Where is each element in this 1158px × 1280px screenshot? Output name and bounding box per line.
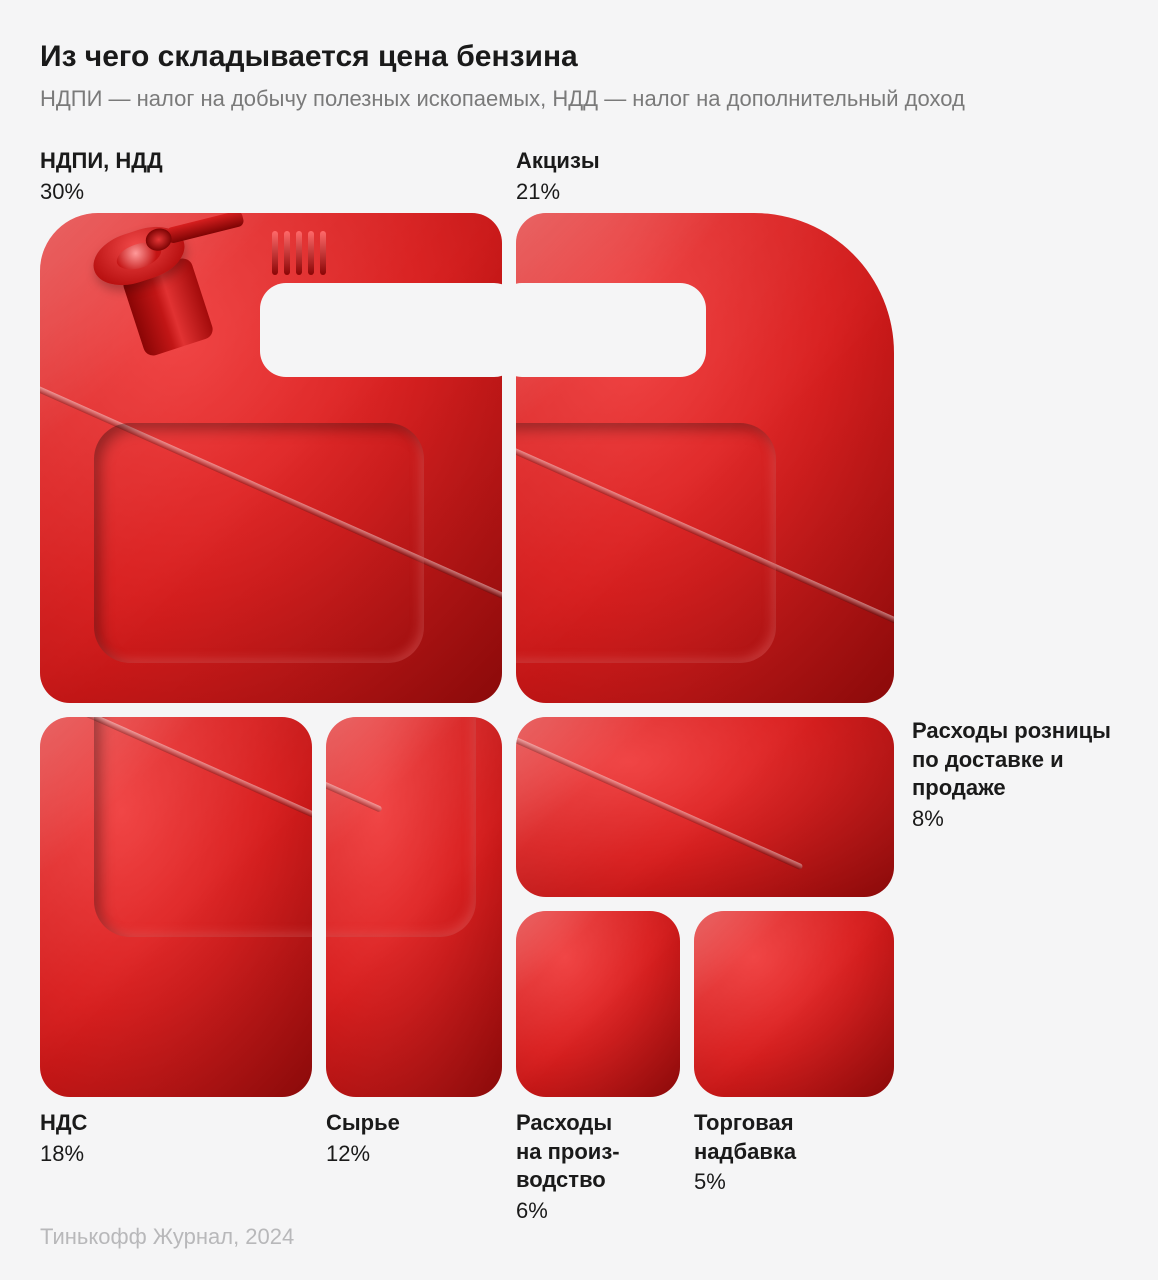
- label-prod-pct: 6%: [516, 1197, 676, 1226]
- label-margin: Торговаянадбавка 5%: [694, 1109, 874, 1197]
- label-ndpi: НДПИ, НДД 30%: [40, 147, 163, 206]
- label-ndpi-name: НДПИ, НДД: [40, 147, 163, 176]
- label-retail-pct: 8%: [912, 805, 1112, 834]
- piece-raw: [326, 717, 502, 1097]
- source-footer: Тинькофф Журнал, 2024: [40, 1224, 294, 1250]
- label-retail: Расходы розницы по доставке и продаже 8%: [912, 717, 1112, 833]
- label-ndpi-pct: 30%: [40, 178, 163, 207]
- label-excise: Акцизы 21%: [516, 147, 600, 206]
- label-vat: НДС 18%: [40, 1109, 87, 1168]
- label-prod-name: Расходына произ-водство: [516, 1109, 676, 1195]
- label-margin-pct: 5%: [694, 1168, 874, 1197]
- jerrycan-spout-icon: [70, 213, 230, 359]
- label-vat-pct: 18%: [40, 1140, 87, 1169]
- label-excise-pct: 21%: [516, 178, 600, 207]
- piece-excise: [516, 213, 894, 703]
- label-raw-pct: 12%: [326, 1140, 400, 1169]
- label-retail-name: Расходы розницы по доставке и продаже: [912, 717, 1112, 803]
- label-raw: Сырье 12%: [326, 1109, 400, 1168]
- piece-vat: [40, 717, 312, 1097]
- piece-prod: [516, 911, 680, 1097]
- label-prod: Расходына произ-водство 6%: [516, 1109, 676, 1225]
- piece-margin: [694, 911, 894, 1097]
- infographic-stage: НДПИ, НДД 30% Акцизы 21% Расходы розницы…: [40, 147, 1118, 1167]
- piece-retail: [516, 717, 894, 897]
- page-title: Из чего складывается цена бензина: [40, 38, 1118, 76]
- label-margin-name: Торговаянадбавка: [694, 1109, 874, 1166]
- page-subtitle: НДПИ — налог на добычу полезных ископаем…: [40, 84, 1118, 114]
- piece-ndpi: [40, 213, 502, 703]
- label-vat-name: НДС: [40, 1109, 87, 1138]
- label-excise-name: Акцизы: [516, 147, 600, 176]
- label-raw-name: Сырье: [326, 1109, 400, 1138]
